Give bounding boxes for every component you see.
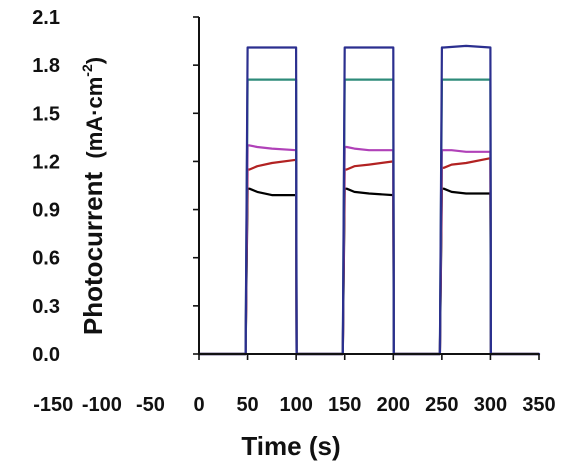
series-line-1 [197,187,541,356]
x-tick-label: 50 [236,394,258,416]
axes-layer [193,16,540,360]
tick-labels: -150 -100 -50 0 50 100 150 200 250 300 350 0.0 0.3 0.… [32,7,556,416]
x-tick-label: -150 [33,394,73,416]
x-tick-label: 200 [377,394,410,416]
y-tick-label: 1.5 [32,103,60,125]
series-line-2 [197,157,541,356]
x-tick-label: 0 [193,394,204,416]
x-tick-label: 150 [328,394,361,416]
y-tick-label: 0.0 [32,344,60,366]
y-tick-label: 0.3 [32,296,60,318]
x-axis-title: Time (s) [241,431,340,461]
series-layer [197,44,541,356]
y-tick-label: 2.1 [32,7,60,29]
y-axis-title: Photocurrent (mA·cm-2) [78,57,108,335]
y-axis-title-unit-sup: -2 [79,64,95,77]
x-tick-label: 350 [522,394,555,416]
y-tick-label: 1.2 [32,151,60,173]
x-tick-label: 300 [474,394,507,416]
y-axis-title-main: Photocurrent [78,172,108,336]
series-line-4 [197,78,541,356]
y-axis-title-unit: (mA·cm [82,77,107,159]
x-tick-label: 100 [279,394,312,416]
y-tick-label: 0.9 [32,200,60,222]
axis-frame [198,17,539,355]
series-line-3 [197,144,541,356]
y-tick-label: 1.8 [32,55,60,77]
y-axis-title-unit-close: ) [82,57,107,64]
x-tick-label: -100 [82,394,122,416]
x-tick-label: -50 [136,394,165,416]
x-tick-label: 250 [425,394,458,416]
y-tick-label: 0.6 [32,248,60,270]
series-line-5 [197,44,541,356]
